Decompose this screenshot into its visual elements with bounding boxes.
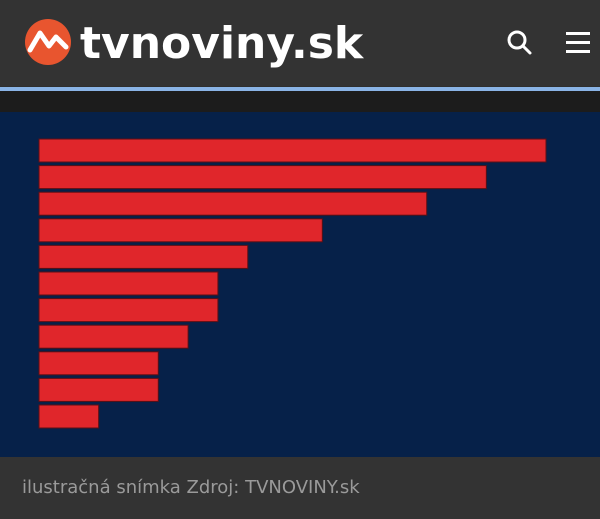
bar [38, 351, 159, 376]
logo-wave [27, 30, 69, 53]
menu-button[interactable] [566, 32, 590, 53]
search-icon [507, 30, 527, 50]
bar [38, 218, 323, 243]
bar [38, 138, 547, 163]
menu-line [566, 32, 590, 35]
caption-bar [0, 457, 600, 519]
bar [38, 165, 487, 190]
logo[interactable]: tvnoviny.sk [25, 18, 365, 69]
bar [38, 377, 159, 402]
search-button[interactable] [507, 30, 532, 55]
bar [38, 191, 428, 216]
spacer [0, 91, 600, 112]
bar [38, 244, 249, 269]
caption: ilustračná snímka Zdroj: TVNOVINY.sk [22, 477, 360, 498]
search-handle [521, 44, 532, 55]
header-bar [0, 0, 600, 86]
menu-line [566, 41, 590, 44]
bar [38, 404, 100, 429]
bar [38, 324, 189, 349]
menu-line [566, 50, 590, 53]
accent-line [0, 87, 600, 91]
logo-text: tvnoviny.sk [80, 18, 365, 69]
bars [38, 138, 547, 429]
bar [38, 271, 219, 296]
bar [38, 298, 219, 323]
